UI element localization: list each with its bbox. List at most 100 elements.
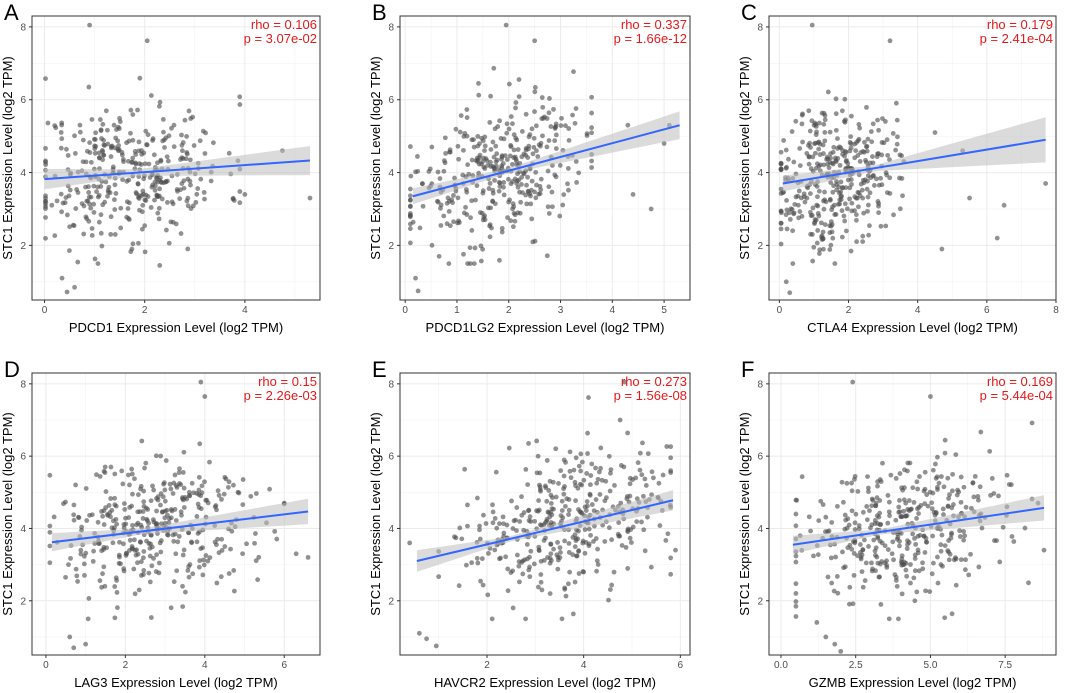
data-point: [539, 587, 545, 593]
data-point: [625, 566, 631, 571]
data-point: [833, 159, 839, 165]
data-point: [99, 584, 105, 590]
data-point: [828, 180, 834, 185]
data-point: [91, 209, 97, 215]
data-point: [140, 555, 146, 561]
data-point: [912, 556, 918, 562]
data-point: [415, 154, 420, 159]
data-point: [136, 148, 142, 154]
data-point: [482, 213, 488, 219]
data-point: [609, 537, 615, 543]
x-axis-label: PDCD1LG2 Expression Level (log2 TPM): [426, 320, 665, 335]
data-point: [133, 552, 139, 558]
data-point: [900, 193, 905, 199]
data-point: [429, 242, 435, 248]
data-point: [899, 560, 905, 566]
data-point: [531, 135, 537, 141]
data-point: [870, 121, 876, 127]
data-point: [54, 198, 60, 204]
data-point: [237, 200, 243, 206]
data-point: [150, 483, 155, 489]
data-point: [635, 460, 641, 466]
data-point: [111, 122, 117, 128]
data-point: [43, 198, 48, 204]
data-point: [130, 137, 136, 143]
x-tick-label: 5.0: [923, 660, 937, 671]
data-point: [45, 120, 51, 126]
data-point: [595, 562, 601, 567]
data-point: [849, 113, 854, 119]
data-point: [156, 205, 162, 211]
data-point: [559, 508, 565, 513]
data-point: [796, 188, 802, 194]
data-point: [806, 161, 812, 167]
data-point: [267, 486, 272, 492]
data-point: [813, 165, 819, 171]
data-point: [549, 189, 555, 195]
x-tick-label: 4: [202, 660, 208, 671]
data-point: [585, 451, 590, 456]
data-point: [556, 481, 561, 486]
y-tick-label: 4: [20, 168, 26, 179]
data-point: [533, 123, 539, 129]
data-point: [875, 521, 881, 526]
data-point: [1022, 525, 1028, 531]
x-tick-label: 7.5: [998, 660, 1012, 671]
data-point: [793, 118, 799, 124]
data-point: [855, 138, 861, 144]
data-point: [1001, 202, 1007, 208]
data-point: [857, 125, 863, 131]
data-point: [464, 115, 470, 120]
data-point: [510, 605, 516, 611]
data-point: [839, 234, 845, 240]
data-point: [893, 475, 899, 481]
data-point: [521, 170, 526, 176]
data-point: [843, 185, 849, 191]
data-point: [517, 189, 522, 195]
data-point: [854, 217, 859, 223]
data-point: [436, 574, 442, 580]
data-point: [158, 549, 164, 555]
y-tick-label: 2: [388, 596, 394, 607]
data-point: [474, 495, 480, 501]
data-point: [135, 509, 141, 515]
data-point: [231, 568, 237, 573]
data-point: [576, 548, 582, 554]
data-point: [538, 572, 544, 577]
data-point: [630, 477, 636, 482]
data-point: [106, 503, 112, 508]
data-point: [415, 288, 421, 294]
data-point: [968, 551, 973, 557]
data-point: [67, 634, 73, 640]
data-point: [485, 592, 491, 598]
data-point: [497, 257, 502, 263]
data-point: [975, 497, 981, 503]
data-point: [589, 461, 595, 467]
data-point: [783, 279, 789, 285]
data-point: [623, 545, 629, 550]
data-point: [150, 138, 155, 143]
data-point: [141, 176, 147, 182]
data-point: [479, 556, 485, 562]
data-point: [113, 191, 119, 196]
x-tick-label: 5: [661, 305, 667, 316]
data-point: [830, 204, 835, 210]
data-point: [796, 215, 802, 221]
data-point: [126, 515, 132, 520]
data-point: [793, 553, 799, 559]
data-point: [955, 487, 960, 493]
data-point: [252, 540, 257, 546]
data-point: [110, 164, 116, 170]
data-point: [847, 196, 852, 202]
data-point: [244, 541, 249, 547]
data-point: [893, 517, 899, 523]
data-point: [929, 571, 935, 577]
data-point: [562, 484, 567, 489]
data-point: [561, 473, 567, 479]
data-point: [447, 223, 453, 229]
data-point: [546, 184, 552, 190]
data-point: [198, 379, 204, 385]
data-point: [197, 138, 203, 144]
data-point: [196, 487, 202, 493]
data-point: [174, 568, 180, 574]
